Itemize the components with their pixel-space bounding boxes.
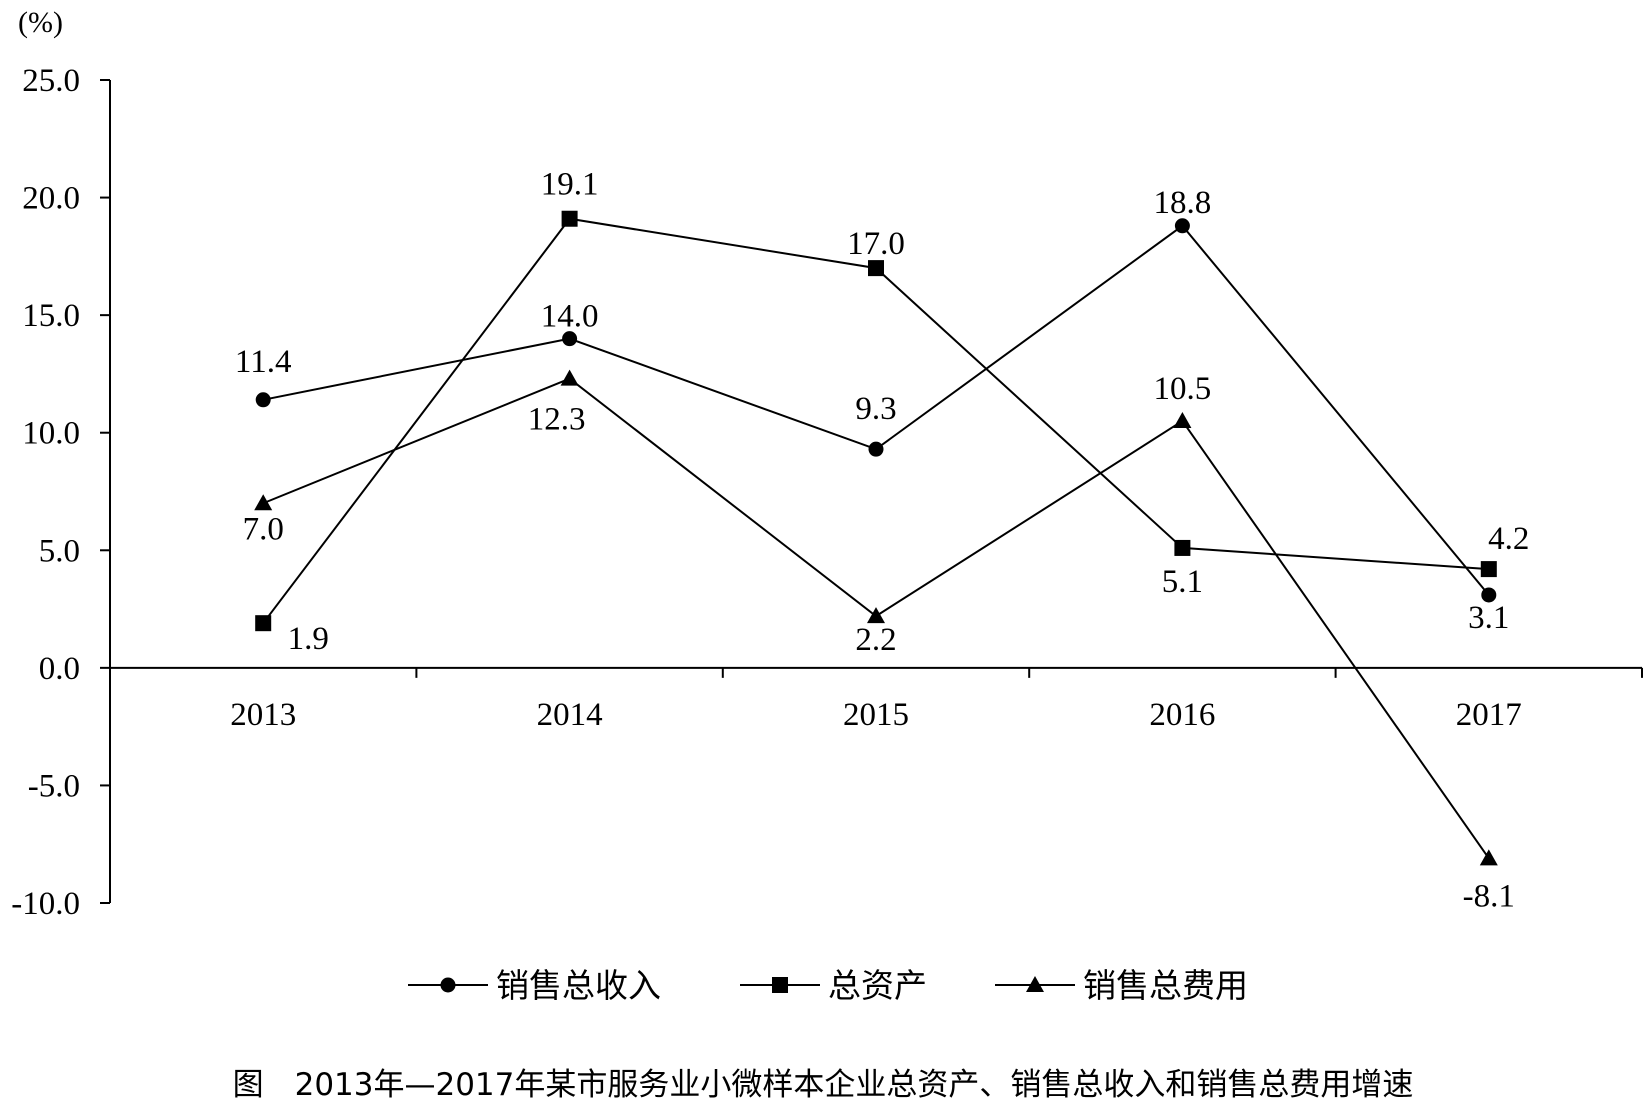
data-label: 18.8 [1154,185,1212,221]
data-label: 2.2 [855,622,896,658]
data-point [1173,411,1192,428]
y-unit-label: (%) [18,6,63,39]
data-point [561,210,578,227]
legend-label: 总资产 [828,966,927,1005]
data-label: 5.1 [1162,564,1203,600]
legend-marker [772,977,788,993]
data-label: 14.0 [541,299,599,335]
data-label: 11.4 [235,344,292,380]
data-label: 19.1 [541,167,599,203]
legend-item: 销售总费用 [995,966,1248,1005]
series-circle [255,218,1497,603]
legend-label: 销售总费用 [1083,966,1248,1005]
data-point [1174,218,1190,234]
figure-caption: 图 2013年—2017年某市服务业小微样本企业总资产、销售总收入和销售总费用增… [233,1067,1414,1103]
legend-marker [440,977,456,993]
x-tick-label: 2016 [1149,697,1215,733]
y-tick-label: 25.0 [22,63,80,99]
data-label: 10.5 [1154,371,1212,407]
data-point [867,607,885,624]
data-label: 7.0 [243,511,284,547]
data-point [868,441,884,457]
data-point [1480,561,1497,578]
series-square [255,210,1497,632]
data-label: 1.9 [288,621,329,657]
x-tick-label: 2013 [230,697,296,733]
legend-item: 总资产 [740,966,927,1005]
data-label: 9.3 [855,391,896,427]
data-label: 17.0 [847,226,905,262]
y-tick-label: 10.0 [22,416,80,452]
data-point [254,494,273,511]
data-point [1481,587,1497,603]
legend-marker [1026,976,1044,992]
legend-label: 销售总收入 [496,966,661,1005]
x-tick-label: 2014 [537,697,603,733]
y-tick-label: 5.0 [39,533,80,569]
data-point [560,369,579,386]
legend: 销售总收入 总资产 销售总费用 [408,966,1248,1005]
data-point [868,260,884,277]
series-layer [254,210,1498,866]
data-point [562,331,578,347]
y-tick-label: -10.0 [11,886,80,922]
data-label: -8.1 [1463,878,1515,914]
data-point [1479,849,1498,866]
y-tick-label: -5.0 [28,768,80,804]
series-triangle [254,369,1498,866]
data-label: 12.3 [528,402,586,438]
data-point [255,615,272,632]
data-labels: 11.4 14.0 9.3 18.8 3.1 1.9 19.1 17.0 5.1 4.2 7.0 12… [235,167,1529,915]
axes: 25.0 20.0 15.0 10.0 5.0 0.0 -5.0 -10.0 2013 2014 2… [11,63,1643,922]
x-tick-label: 2017 [1456,697,1522,733]
y-tick-label: 0.0 [39,651,80,687]
data-label: 4.2 [1488,521,1529,557]
data-point [255,392,271,408]
y-tick-label: 15.0 [22,298,80,334]
y-tick-label: 20.0 [22,181,80,217]
data-label: 3.1 [1468,600,1509,636]
data-point [1174,539,1191,556]
legend-item: 销售总收入 [408,966,661,1005]
x-tick-label: 2015 [843,697,909,733]
